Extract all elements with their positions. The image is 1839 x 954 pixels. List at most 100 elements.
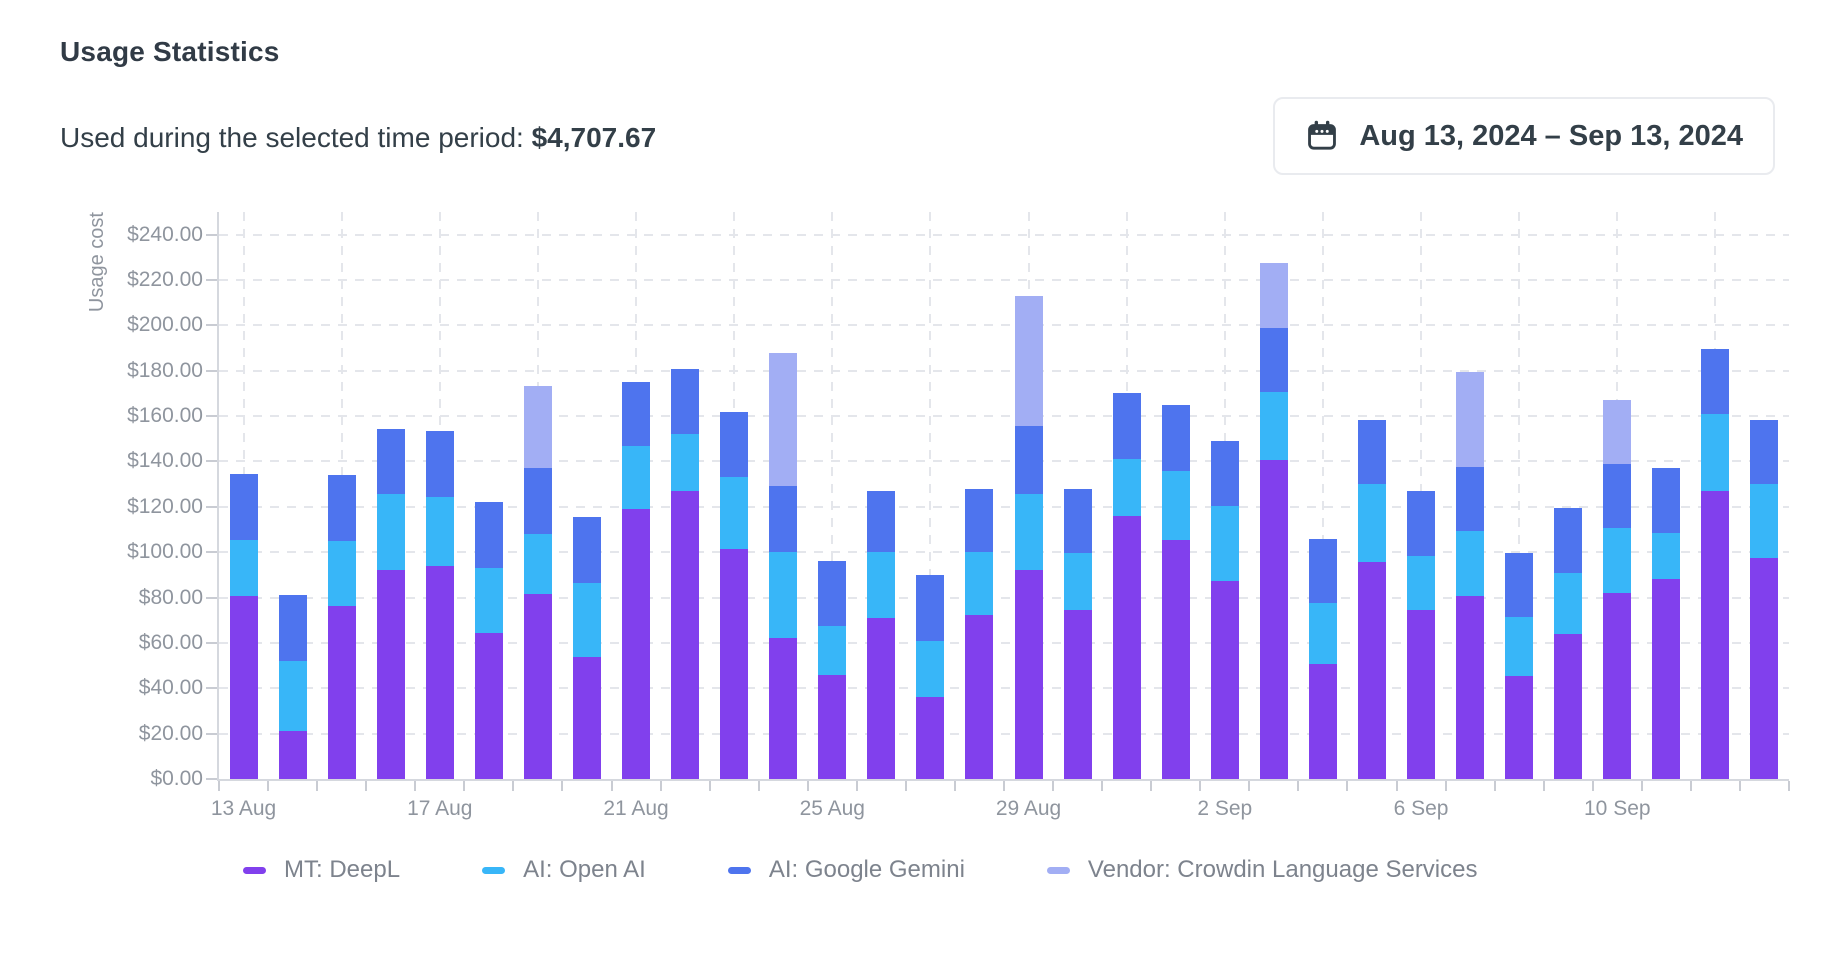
bar-segment-gemini[interactable] (1112, 393, 1141, 460)
bar-segment-gemini[interactable] (1357, 419, 1386, 485)
bar-segment-gemini[interactable] (278, 595, 307, 662)
bar-segment-gemini[interactable] (1161, 404, 1190, 471)
bar-segment-deepl[interactable] (1357, 562, 1386, 779)
bar-segment-deepl[interactable] (769, 638, 798, 779)
bar-segment-gemini[interactable] (1308, 538, 1337, 604)
bar-segment-gemini[interactable] (474, 502, 503, 569)
bar-segment-openai[interactable] (1554, 572, 1583, 634)
bar-segment-crowdin[interactable] (1014, 295, 1043, 427)
bar-segment-openai[interactable] (769, 552, 798, 639)
bar-segment-deepl[interactable] (425, 565, 454, 779)
bar-segment-gemini[interactable] (1554, 508, 1583, 573)
bar-segment-openai[interactable] (1210, 505, 1239, 581)
bar-segment-openai[interactable] (523, 534, 552, 595)
bar-segment-openai[interactable] (1112, 459, 1141, 516)
bar-segment-deepl[interactable] (1456, 596, 1485, 779)
bar-segment-openai[interactable] (229, 539, 258, 596)
bar-segment-gemini[interactable] (1259, 327, 1288, 393)
bar-segment-openai[interactable] (965, 552, 994, 615)
legend-item-deepl[interactable]: MT: DeepL (243, 856, 400, 884)
bar-segment-deepl[interactable] (1210, 580, 1239, 779)
bar-segment-openai[interactable] (1308, 603, 1337, 665)
bar-segment-openai[interactable] (1357, 484, 1386, 563)
bar-segment-deepl[interactable] (1112, 515, 1141, 779)
bar-segment-openai[interactable] (1750, 484, 1779, 558)
bar-segment-gemini[interactable] (1701, 349, 1730, 414)
bar-segment-gemini[interactable] (1407, 491, 1436, 556)
bar-segment-deepl[interactable] (523, 594, 552, 779)
bar-segment-gemini[interactable] (622, 382, 651, 446)
bar-segment-gemini[interactable] (1652, 468, 1681, 533)
bar-segment-deepl[interactable] (278, 730, 307, 779)
bar-segment-deepl[interactable] (327, 605, 356, 779)
date-range-picker[interactable]: Aug 13, 2024 – Sep 13, 2024 (1273, 97, 1775, 175)
bar-segment-gemini[interactable] (229, 473, 258, 540)
bar-segment-deepl[interactable] (1603, 593, 1632, 779)
bar-segment-gemini[interactable] (327, 475, 356, 541)
legend-item-gemini[interactable]: AI: Google Gemini (727, 856, 965, 884)
bar-segment-gemini[interactable] (1505, 553, 1534, 617)
bar-segment-deepl[interactable] (1652, 579, 1681, 779)
bar-segment-crowdin[interactable] (1603, 400, 1632, 464)
bar-segment-openai[interactable] (376, 494, 405, 571)
bar-segment-openai[interactable] (1603, 528, 1632, 594)
bar-segment-deepl[interactable] (1308, 664, 1337, 779)
legend-item-openai[interactable]: AI: Open AI (482, 856, 646, 884)
bar-segment-openai[interactable] (1505, 616, 1534, 676)
bar-segment-crowdin[interactable] (1456, 371, 1485, 468)
bar-segment-deepl[interactable] (1407, 610, 1436, 779)
bar-segment-openai[interactable] (622, 445, 651, 510)
bar-segment-crowdin[interactable] (769, 352, 798, 487)
bar-segment-deepl[interactable] (622, 509, 651, 779)
bar-segment-deepl[interactable] (1554, 633, 1583, 779)
bar-segment-gemini[interactable] (1456, 467, 1485, 531)
bar-segment-deepl[interactable] (1063, 610, 1092, 779)
bar-segment-openai[interactable] (1456, 530, 1485, 597)
bar-segment-deepl[interactable] (916, 697, 945, 779)
bar-segment-openai[interactable] (327, 540, 356, 606)
bar-segment-gemini[interactable] (523, 468, 552, 535)
bar-segment-deepl[interactable] (818, 674, 847, 779)
bar-segment-openai[interactable] (1652, 532, 1681, 580)
bar-segment-deepl[interactable] (671, 490, 700, 779)
bar-segment-crowdin[interactable] (1259, 263, 1288, 328)
bar-segment-gemini[interactable] (867, 490, 896, 553)
bar-segment-deepl[interactable] (1701, 490, 1730, 779)
bar-segment-deepl[interactable] (867, 617, 896, 779)
bar-segment-gemini[interactable] (572, 517, 601, 583)
bar-segment-deepl[interactable] (1014, 570, 1043, 779)
bar-segment-deepl[interactable] (965, 614, 994, 779)
bar-segment-gemini[interactable] (965, 488, 994, 553)
bar-segment-openai[interactable] (916, 640, 945, 698)
bar-segment-gemini[interactable] (1603, 463, 1632, 529)
bar-segment-gemini[interactable] (720, 411, 749, 478)
bar-segment-gemini[interactable] (1210, 441, 1239, 506)
bar-segment-deepl[interactable] (1750, 557, 1779, 779)
bar-segment-deepl[interactable] (376, 570, 405, 779)
bar-segment-openai[interactable] (1014, 494, 1043, 571)
bar-segment-openai[interactable] (1063, 553, 1092, 611)
bar-segment-gemini[interactable] (1063, 488, 1092, 554)
legend-item-crowdin[interactable]: Vendor: Crowdin Language Services (1046, 856, 1477, 884)
bar-segment-deepl[interactable] (1259, 460, 1288, 779)
bar-segment-openai[interactable] (1701, 413, 1730, 491)
bar-segment-gemini[interactable] (425, 430, 454, 497)
bar-segment-deepl[interactable] (572, 656, 601, 779)
bar-segment-gemini[interactable] (376, 428, 405, 495)
bar-segment-deepl[interactable] (1505, 675, 1534, 779)
bar-segment-gemini[interactable] (1014, 426, 1043, 495)
bar-segment-openai[interactable] (1259, 392, 1288, 461)
bar-segment-gemini[interactable] (1750, 419, 1779, 485)
bar-segment-deepl[interactable] (474, 632, 503, 779)
bar-segment-openai[interactable] (720, 477, 749, 549)
bar-segment-openai[interactable] (867, 552, 896, 618)
bar-segment-gemini[interactable] (818, 561, 847, 626)
bar-segment-openai[interactable] (425, 496, 454, 566)
bar-segment-gemini[interactable] (769, 486, 798, 553)
bar-segment-crowdin[interactable] (523, 385, 552, 469)
bar-segment-deepl[interactable] (720, 548, 749, 779)
bar-segment-openai[interactable] (474, 568, 503, 633)
bar-segment-openai[interactable] (1407, 555, 1436, 611)
bar-segment-openai[interactable] (572, 582, 601, 657)
bar-segment-gemini[interactable] (916, 574, 945, 641)
